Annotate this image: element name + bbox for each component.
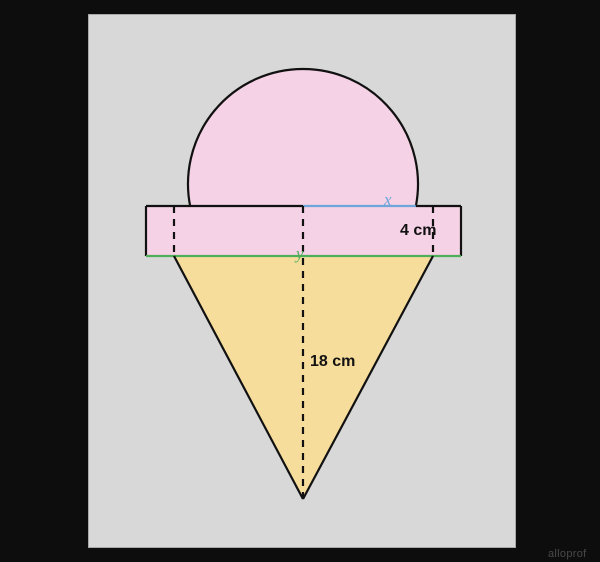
measurement-cone-height: 18 cm	[310, 353, 355, 371]
ice-cream-diagram	[89, 15, 517, 549]
watermark: alloprof	[548, 548, 586, 560]
label-x: x	[384, 190, 392, 210]
measurement-rect-height: 4 cm	[400, 222, 436, 240]
canvas: x y 4 cm 18 cm alloprof	[0, 0, 600, 562]
diagram-panel	[88, 14, 516, 548]
label-y: y	[296, 244, 304, 264]
